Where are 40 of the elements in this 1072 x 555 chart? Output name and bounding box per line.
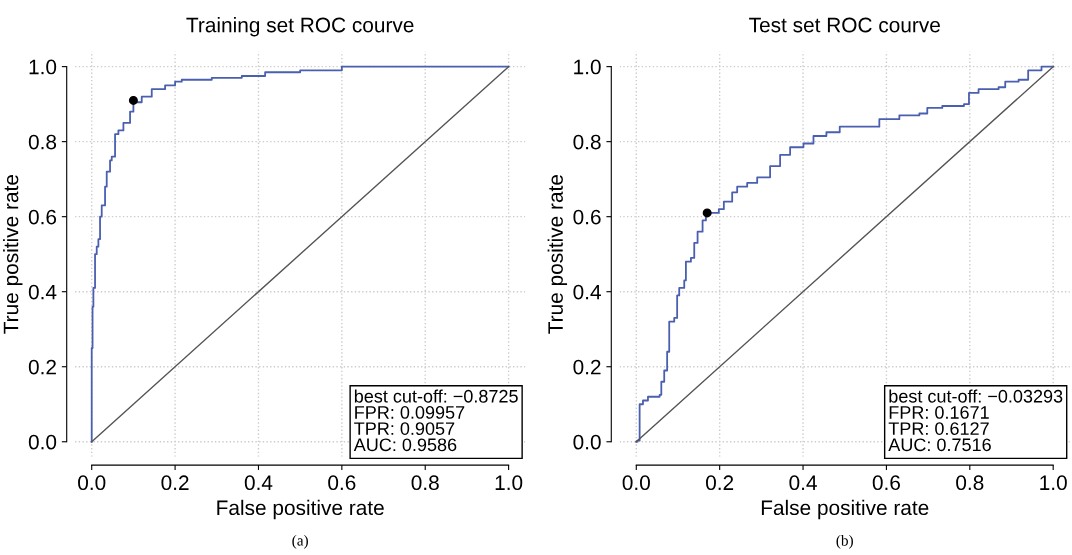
y-tick-label: 0.6 xyxy=(573,209,601,225)
annotation: best cut-off: −0.8725 xyxy=(354,389,518,403)
y-tick-label: 0.8 xyxy=(573,134,601,150)
y-axis-title: True positive rate xyxy=(3,175,23,334)
y-tick-label: 0.2 xyxy=(573,359,601,375)
text: (b) xyxy=(836,534,853,549)
y-tick-label: 0.6 xyxy=(28,209,57,225)
x-tick-label: 0.4 xyxy=(244,475,273,491)
y-tick-label: 1.0 xyxy=(29,59,57,75)
x-tick-label: 0.8 xyxy=(411,475,439,491)
annotation: best cut-off: −0.03293 xyxy=(889,389,1063,403)
annotation: AUC: 0.7516 xyxy=(888,438,991,452)
x-tick-label: 0.2 xyxy=(161,475,189,491)
x-tick-label: 0.0 xyxy=(78,475,106,491)
x-axis-title: False positive rate xyxy=(217,499,384,520)
x-tick-label: 1.0 xyxy=(495,475,523,491)
y-tick-label: 0.2 xyxy=(28,359,56,375)
y-tick-label: 1.0 xyxy=(574,59,601,75)
x-tick-label: 0.4 xyxy=(789,475,817,491)
x-tick-label: 0.6 xyxy=(328,475,356,491)
y-tick-label: 0.4 xyxy=(573,284,601,300)
y-tick-label: 0.8 xyxy=(28,134,57,150)
x-tick-label: 0.6 xyxy=(872,475,900,491)
annotation: TPR: 0.6127 xyxy=(888,422,989,435)
x-tick-label: 0.0 xyxy=(622,475,650,491)
y-tick-label: 0.0 xyxy=(573,434,601,450)
x-tick-label: 0.8 xyxy=(956,475,984,491)
annotation: FPR: 0.09957 xyxy=(355,406,465,419)
y-tick-label: 0.0 xyxy=(28,434,57,450)
y-tick-label: 0.4 xyxy=(28,284,57,300)
annotation: TPR: 0.9057 xyxy=(354,422,455,435)
y-axis-title: True positive rate xyxy=(547,175,568,334)
x-axis-title: False positive rate xyxy=(761,499,929,520)
chart-title: Test set ROC courve xyxy=(749,17,940,33)
x-tick-label: 0.2 xyxy=(706,475,734,491)
annotation: FPR: 0.1671 xyxy=(889,406,989,419)
chart-title: Training set ROC courve xyxy=(186,17,414,37)
x-tick-label: 1.0 xyxy=(1040,475,1067,491)
text: (a) xyxy=(292,534,308,549)
annotation: AUC: 0.9586 xyxy=(353,438,457,452)
